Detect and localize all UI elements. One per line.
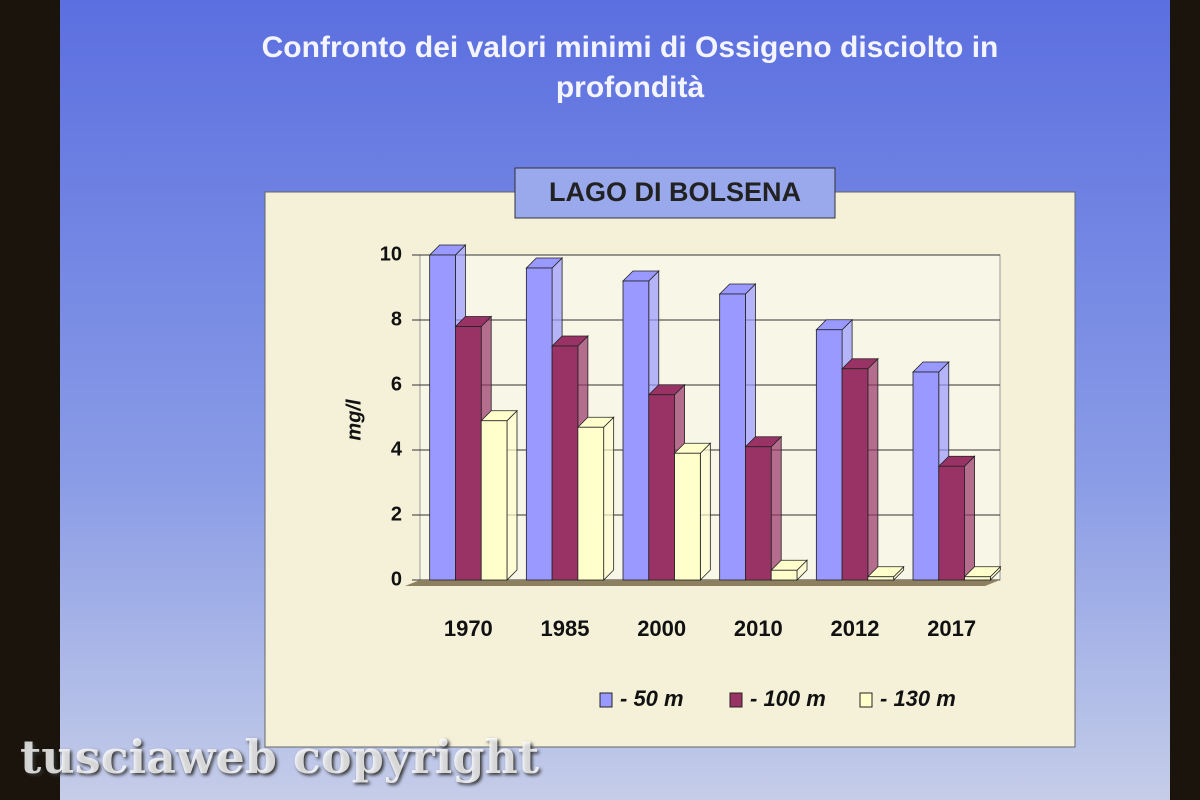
bar [622,280,650,581]
bar [719,293,746,581]
y-axis-label: mg/l [343,399,365,441]
y-tick-label: 0 [391,568,402,590]
bar [551,345,579,581]
legend-label: - 130 m [880,686,956,711]
bar [648,394,675,581]
bar-side [867,357,879,581]
bar [455,326,482,581]
x-tick-label: 2000 [637,616,686,641]
bar [429,254,456,581]
bar-side [964,455,975,581]
bar-side [699,442,711,581]
bar [938,465,965,581]
bar [815,329,843,581]
chart-title: Confronto dei valori minimi di Ossigeno … [261,31,999,104]
bar [674,452,701,581]
bar [841,368,869,581]
y-tick-label: 8 [391,308,402,330]
x-tick-label: 1985 [541,616,590,641]
legend-swatch [729,692,743,708]
bar [480,420,508,581]
bar [770,569,798,581]
y-tick-label: 10 [380,243,402,265]
legend-swatch [599,692,613,708]
bar-side [770,435,782,581]
bar [964,576,991,581]
x-tick-label: 1970 [444,616,493,641]
x-tick-label: 2010 [734,616,783,641]
floor [405,580,1000,586]
bar [577,426,605,581]
subtitle: LAGO DI BOLSENA [549,177,801,207]
legend-label: - 50 m [620,686,684,711]
y-tick-label: 2 [391,503,402,525]
bar [912,371,940,581]
bar-side [603,416,615,581]
legend-label: - 100 m [750,686,826,711]
y-tick-label: 6 [391,373,402,395]
subtitle-box [514,167,836,219]
x-tick-label: 2012 [831,616,880,641]
y-tick-label: 4 [391,438,403,460]
bar [525,267,553,581]
watermark: tusciaweb copyright [20,730,540,784]
bar [745,446,772,581]
legend-swatch [859,692,873,708]
bar [867,576,895,581]
bar-side [506,409,518,581]
x-tick-label: 2017 [927,616,976,641]
